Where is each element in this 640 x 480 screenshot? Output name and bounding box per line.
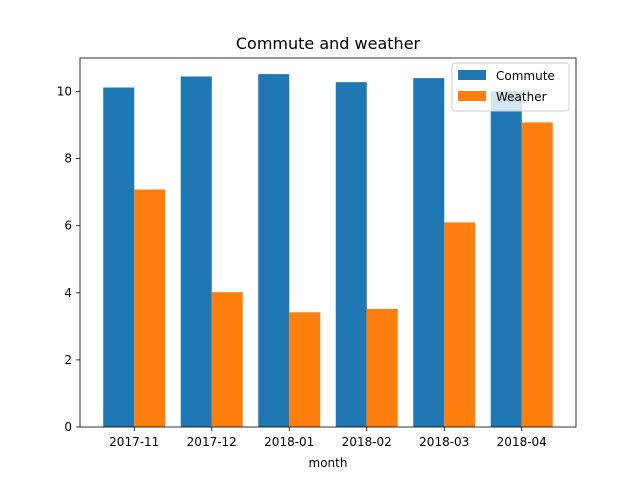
x-axis-label: month <box>309 456 348 470</box>
x-tick-label: 2018-02 <box>342 435 392 449</box>
bar-commute-2018-04 <box>490 91 522 428</box>
bar-commute-2018-02 <box>335 82 367 428</box>
bar-commute-2017-12 <box>180 76 212 427</box>
bar-commute-2018-01 <box>258 74 290 428</box>
x-tick-label: 2017-12 <box>187 435 237 449</box>
chart-title: Commute and weather <box>236 34 421 53</box>
y-tick-label: 4 <box>64 286 72 300</box>
x-tick-label: 2017-11 <box>109 435 159 449</box>
axes: 2017-11 2017-12 2018-01 2018-02 2018-03 2018-… <box>57 57 577 449</box>
legend: Commute Weather <box>451 62 570 112</box>
legend-swatch-weather <box>458 91 486 101</box>
x-tick-label: 2018-03 <box>419 435 469 449</box>
bar-weather-2018-04 <box>521 122 553 427</box>
x-tick-label: 2018-04 <box>497 435 547 449</box>
y-tick-label: 10 <box>57 85 72 99</box>
bars <box>103 74 553 428</box>
legend-label-commute: Commute <box>496 69 555 83</box>
bar-weather-2017-12 <box>211 292 243 427</box>
y-tick-label: 2 <box>64 353 72 367</box>
legend-swatch-commute <box>458 70 486 80</box>
legend-label-weather: Weather <box>496 90 547 104</box>
y-tick-label: 8 <box>64 152 72 166</box>
bar-weather-2018-03 <box>444 222 476 427</box>
bar-weather-2018-02 <box>366 308 398 427</box>
x-tick-label: 2018-01 <box>264 435 314 449</box>
bar-weather-2017-11 <box>134 189 166 427</box>
y-tick-label: 0 <box>64 420 72 434</box>
plot-frame <box>79 57 577 428</box>
y-tick-label: 6 <box>64 219 72 233</box>
bar-commute-2017-11 <box>103 87 135 428</box>
bar-weather-2018-01 <box>289 312 321 427</box>
bar-commute-2018-03 <box>413 78 445 428</box>
